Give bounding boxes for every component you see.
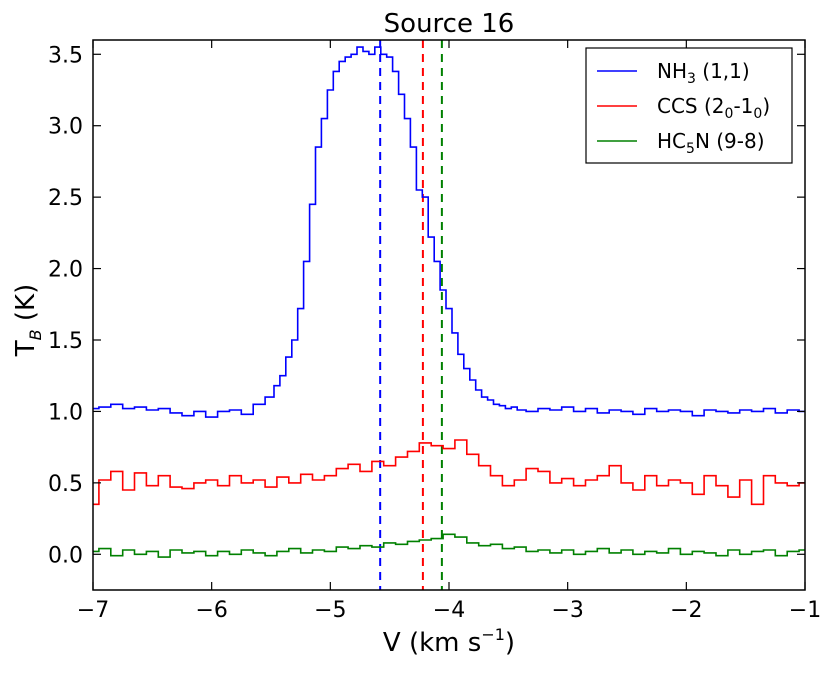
x-axis-label-sup: −1 <box>481 625 505 644</box>
series-line-ccs <box>93 439 805 506</box>
x-tick-label: −3 <box>551 598 583 623</box>
legend-label-ccs: CCS (20-10) <box>657 94 770 122</box>
y-tick-label: 2.5 <box>48 186 83 211</box>
chart-title: Source 16 <box>384 9 515 39</box>
legend-label-hc5n: HC5N (9-8) <box>657 129 765 157</box>
x-axis-label-tail: ) <box>505 628 515 658</box>
y-tick-label: 1.5 <box>48 329 83 354</box>
x-axis-label-main: V (km s <box>383 628 481 658</box>
x-tick-label: −2 <box>670 598 702 623</box>
y-tick-label: 1.0 <box>48 400 83 425</box>
y-tick-label: 0.5 <box>48 472 83 497</box>
x-axis-label: V (km s−1) <box>383 625 515 658</box>
x-tick-label: −1 <box>789 598 821 623</box>
y-tick-label: 0.0 <box>48 543 83 568</box>
x-tick-label: −6 <box>195 598 227 623</box>
y-axis-label-main: T <box>11 340 41 357</box>
y-axis-label-tail: (K) <box>11 284 41 330</box>
y-tick-label: 3.0 <box>48 115 83 140</box>
series-lines <box>93 46 805 558</box>
x-tick-label: −5 <box>314 598 346 623</box>
series-line-hc5n <box>93 533 805 558</box>
x-tick-label: −4 <box>433 598 465 623</box>
reference-lines <box>379 40 443 590</box>
y-ticks: 0.0 0.5 1.0 1.5 2.0 2.5 3.0 3.5 <box>48 43 805 568</box>
x-tick-label: −7 <box>77 598 109 623</box>
legend: NH3 (1,1) CCS (20-10) HC5N (9-8) <box>585 47 793 164</box>
plot-area: −7 −6 −5 −4 −3 −2 −1 0.0 0.5 1.0 1.5 2.0 2.5 3.0 3.5 <box>48 39 821 623</box>
x-ticks: −7 −6 −5 −4 −3 −2 −1 <box>77 40 821 623</box>
legend-label-nh3: NH3 (1,1) <box>657 59 750 87</box>
y-axis-label-sub: B <box>26 329 45 340</box>
y-tick-label: 3.5 <box>48 43 83 68</box>
y-axis-label: TB (K) <box>11 284 45 357</box>
y-tick-label: 2.0 <box>48 258 83 283</box>
series-line-nh3 <box>93 46 805 418</box>
